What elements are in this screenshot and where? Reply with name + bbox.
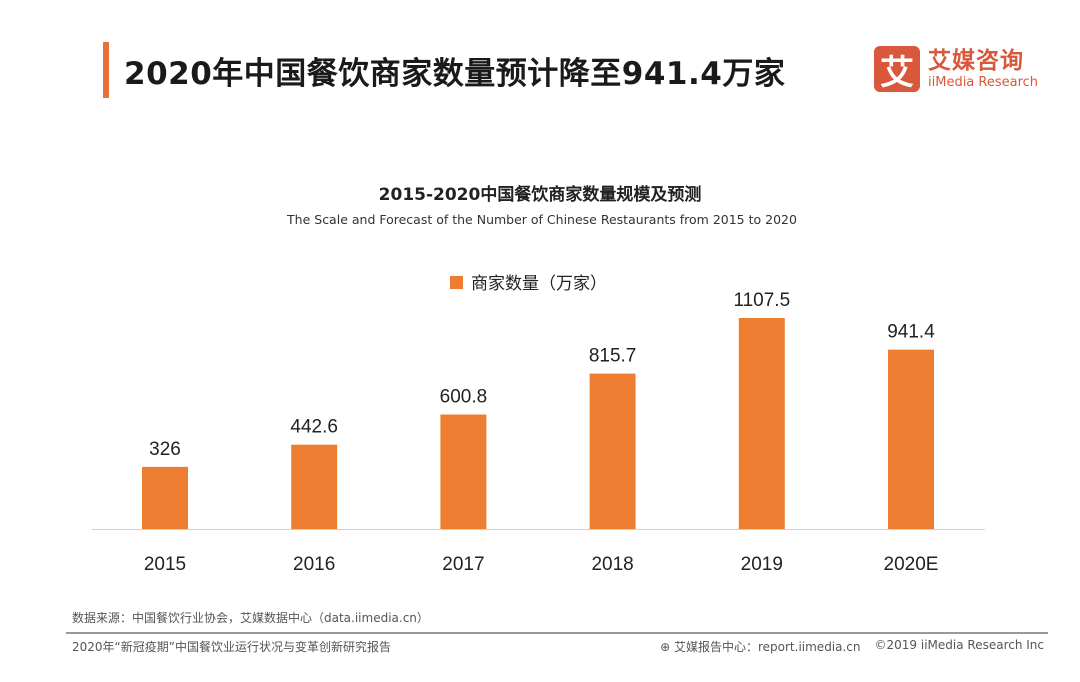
- legend-label: 商家数量（万家）: [471, 274, 607, 294]
- data-label: 326: [149, 439, 181, 460]
- logo-name-cn: 艾媒咨询: [928, 47, 1024, 74]
- data-label: 1107.5: [733, 290, 790, 311]
- x-tick-label: 2020E: [884, 554, 939, 575]
- logo-name-en: iiMedia Research: [928, 74, 1039, 90]
- page-title: 2020年中国餐饮商家数量预计降至941.4万家: [124, 56, 786, 92]
- data-label: 815.7: [589, 346, 637, 367]
- x-tick-label: 2016: [293, 554, 335, 575]
- x-tick-label: 2015: [144, 554, 186, 575]
- chart-title: 2015-2020中国餐饮商家数量规模及预测: [378, 185, 702, 205]
- report-title: 2020年“新冠疫期”中国餐饮业运行状况与变革创新研究报告: [72, 640, 391, 654]
- globe-icon: ⊕: [660, 640, 671, 654]
- data-label: 600.8: [440, 387, 488, 408]
- logo-mark: 艾: [874, 46, 920, 93]
- x-tick-label: 2019: [741, 554, 783, 575]
- x-tick-label: 2017: [442, 554, 484, 575]
- chart-subtitle: The Scale and Forecast of the Number of …: [287, 212, 797, 227]
- title-accent-bar: [103, 42, 109, 98]
- copyright: ©2019 iiMedia Research Inc: [874, 638, 1044, 652]
- bar: [291, 444, 338, 529]
- report-site-text: 艾媒报告中心：report.iimedia.cn: [673, 640, 861, 654]
- data-label: 442.6: [290, 417, 338, 438]
- bar: [888, 349, 934, 529]
- legend-swatch: [450, 276, 463, 289]
- logo: 艾 艾媒咨询 iiMedia Research: [874, 46, 1039, 93]
- bar: [142, 466, 188, 529]
- x-tick-label: 2018: [591, 554, 633, 575]
- bar: [440, 414, 487, 529]
- bar: [738, 318, 785, 529]
- footer-divider: [66, 632, 1048, 634]
- bar: [589, 373, 636, 529]
- data-label: 941.4: [887, 322, 935, 343]
- report-site: ⊕ 艾媒报告中心：report.iimedia.cn: [660, 638, 860, 655]
- data-source: 数据来源：中国餐饮行业协会，艾媒数据中心（data.iimedia.cn）: [72, 611, 429, 625]
